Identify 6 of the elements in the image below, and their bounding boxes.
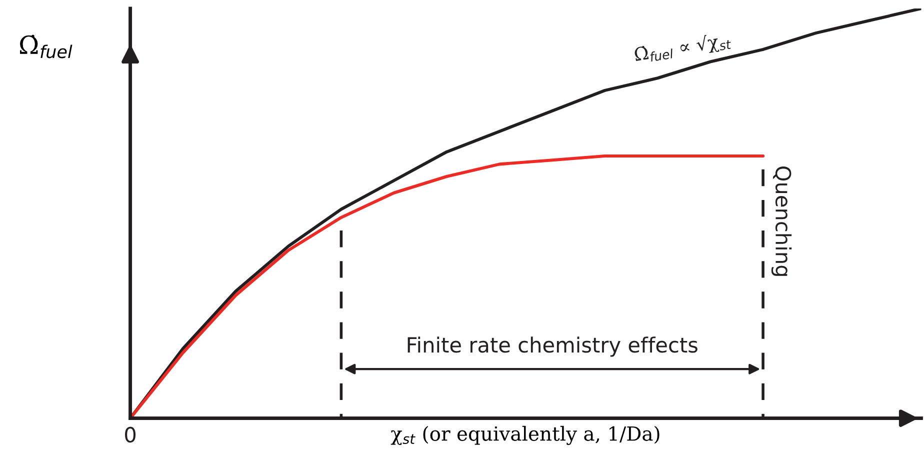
annotation: Finite rate chemistry effects: [408, 336, 698, 357]
x-axis-title: χ$_{st}$ (or equivalently a, 1/Da): [390, 426, 660, 445]
text: Ω̇$_{fuel}$ ∝ √χ$_{st}$: [634, 31, 732, 65]
annotation: Quenching: [771, 166, 792, 276]
text: 0: [125, 426, 136, 443]
y-axis-title: Ω̇$_{fuel}$: [20, 34, 72, 58]
